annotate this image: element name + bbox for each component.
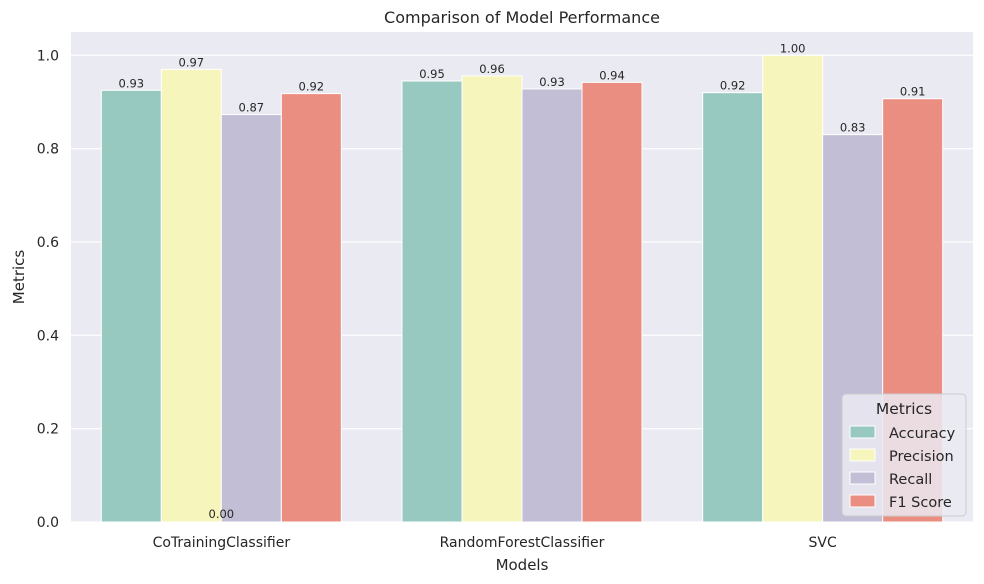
legend-swatch	[849, 425, 876, 439]
bar-value-label: 0.97	[179, 55, 205, 69]
bar-value-label: 0.96	[479, 62, 505, 76]
bar-value-label: 0.87	[239, 101, 265, 115]
zero-value-label: 0.00	[209, 507, 235, 521]
y-tick-label: 1.0	[37, 48, 59, 64]
bar-value-label: 0.91	[900, 85, 926, 99]
bar-precision	[160, 68, 222, 523]
bar-value-label: 1.00	[780, 41, 806, 55]
y-tick-label: 0.6	[37, 235, 59, 251]
bar-accuracy	[702, 92, 764, 523]
legend-swatch	[849, 471, 876, 485]
y-tick-label: 0.2	[37, 422, 59, 438]
bar-value-label: 0.93	[119, 76, 145, 90]
bar-recall	[521, 88, 583, 523]
y-tick-label: 0.0	[37, 515, 59, 531]
bar-value-label: 0.93	[539, 75, 565, 89]
y-axis-label: Metrics	[10, 250, 28, 305]
x-tick-label: RandomForestClassifier	[440, 535, 605, 551]
bar-value-label: 0.83	[840, 121, 866, 135]
bar-value-label: 0.92	[299, 80, 325, 94]
bar-value-label: 0.95	[419, 67, 445, 81]
legend-swatch	[849, 448, 876, 462]
bar-value-label: 0.92	[720, 79, 746, 93]
bar-accuracy	[100, 89, 162, 523]
y-tick-label: 0.4	[37, 328, 59, 344]
x-axis-label: Models	[496, 556, 549, 574]
bar-recall	[220, 114, 282, 523]
legend-label: Recall	[889, 472, 932, 488]
legend: Metrics Accuracy Precision Recall F1 Score	[841, 393, 967, 517]
chart-title: Comparison of Model Performance	[384, 8, 660, 27]
bar-accuracy	[401, 80, 463, 523]
y-tick-label: 0.8	[37, 142, 59, 158]
y-axis-ticks: 0.0 0.2 0.4 0.6 0.8 1.0	[37, 48, 59, 531]
x-axis-ticks: CoTrainingClassifier RandomForestClassifi…	[153, 535, 837, 551]
bar-precision	[762, 54, 824, 523]
bar-f1-score	[280, 93, 342, 523]
bar-labels: 0.93 0.97 0.87 0.92 0.95 0.96 0.93 0.94 0.92 1.00…	[119, 41, 926, 521]
bar-precision	[461, 75, 523, 523]
bars	[100, 54, 944, 523]
bar-f1-score	[581, 81, 643, 523]
legend-label: Accuracy	[889, 426, 956, 442]
legend-title: Metrics	[876, 400, 932, 418]
bar-value-label: 0.94	[599, 68, 625, 82]
x-tick-label: SVC	[809, 535, 837, 551]
legend-swatch	[849, 494, 876, 508]
x-tick-label: CoTrainingClassifier	[153, 535, 291, 551]
legend-label: F1 Score	[889, 495, 952, 511]
legend-box	[841, 393, 967, 517]
legend-label: Precision	[889, 449, 954, 465]
legend-items: Accuracy Precision Recall F1 Score	[849, 425, 956, 511]
